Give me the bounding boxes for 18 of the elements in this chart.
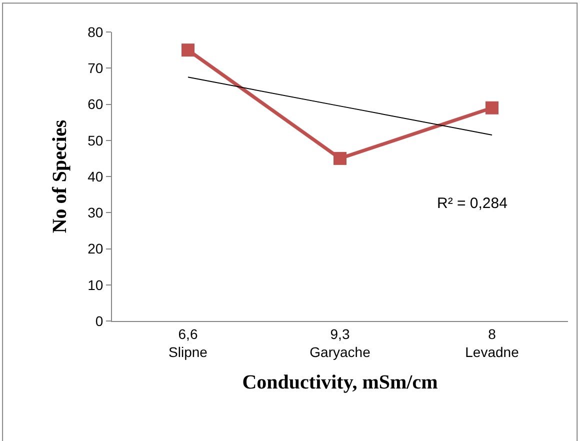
x-tick-label: 9,3 Garyache bbox=[310, 326, 371, 360]
point bbox=[334, 152, 346, 165]
x-axis-title: Conductivity, mSm/cm bbox=[242, 372, 438, 394]
y-tick-label: 70 bbox=[88, 60, 104, 76]
y-tick-label: 30 bbox=[88, 204, 104, 221]
y-tick-label: 50 bbox=[88, 132, 104, 148]
y-tick-label: 10 bbox=[88, 276, 104, 293]
y-tick-label: 20 bbox=[88, 240, 104, 257]
point bbox=[486, 101, 498, 114]
x-tick-label: 6,6 Slipne bbox=[168, 326, 208, 360]
annotation: R² = 0,284 bbox=[437, 195, 508, 212]
y-axis-title: No of Species bbox=[49, 120, 72, 234]
y-tick-label: 40 bbox=[88, 168, 104, 184]
y-tick-label: 60 bbox=[88, 96, 104, 112]
point bbox=[182, 44, 194, 57]
y-tick-label: 0 bbox=[95, 312, 104, 329]
x-tick-label: 8 Levadne bbox=[465, 326, 520, 360]
y-tick-label: 80 bbox=[88, 24, 104, 40]
